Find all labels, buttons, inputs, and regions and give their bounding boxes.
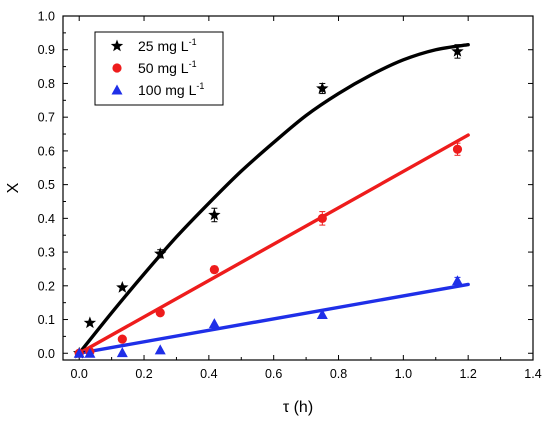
legend-marker [111, 84, 123, 95]
legend-marker [110, 39, 124, 52]
data-point [155, 308, 165, 318]
y-axis-title: X [5, 182, 22, 193]
legend-label-text: 50 mg L [138, 60, 189, 76]
data-point [316, 308, 328, 319]
y-tick-label: 0.8 [38, 77, 55, 91]
legend-label: 100 mg L-1 [138, 81, 204, 98]
y-tick-label: 0.2 [38, 279, 55, 293]
axis-ticks: 0.0 0.2 0.4 0.6 0.8 1.0 1.2 1.4 0.0 0.1 0.2 0.3 0.4 0… [38, 10, 542, 382]
legend-label: 25 mg L-1 [138, 37, 197, 54]
x-tick-label: 0.8 [330, 367, 347, 381]
legend-label: 50 mg L-1 [138, 59, 197, 76]
data-point [116, 280, 129, 293]
legend-label-text: 100 mg L [138, 82, 197, 98]
y-tick-label: 0.6 [38, 144, 55, 158]
y-tick-label: 1.0 [38, 10, 55, 24]
legend-label-sup: -1 [189, 37, 197, 47]
data-point [73, 347, 85, 358]
data-point [452, 144, 463, 154]
y-tick-label: 0.4 [38, 212, 55, 226]
data-point [208, 208, 221, 221]
y-tick-label: 0.9 [38, 43, 55, 57]
x-tick-label: 0.6 [265, 367, 282, 381]
x-axis-title: τ (h) [283, 399, 313, 416]
data-point [154, 247, 167, 260]
legend-label-sup: -1 [196, 81, 204, 91]
data-point [208, 318, 220, 329]
y-tick-label: 0.5 [38, 178, 55, 192]
fit-line [77, 282, 470, 355]
data-point [154, 344, 166, 355]
x-tick-label: 0.4 [200, 367, 217, 381]
x-tick-label: 1.0 [395, 367, 412, 381]
data-point [451, 275, 463, 286]
fit-curves [77, 42, 470, 355]
data-point [116, 347, 128, 358]
fit-line [77, 133, 470, 355]
fit-line [77, 42, 470, 355]
data-point [451, 44, 464, 57]
y-tick-label: 0.3 [38, 246, 55, 260]
data-points [73, 44, 464, 359]
legend-label-sup: -1 [189, 59, 197, 69]
data-point [317, 213, 327, 223]
data-point [84, 347, 96, 358]
y-tick-label: 0.0 [38, 347, 55, 361]
data-point [209, 265, 219, 275]
x-tick-label: 0.0 [71, 367, 88, 381]
x-tick-label: 1.2 [459, 367, 476, 381]
data-point [316, 82, 329, 94]
data-point [117, 334, 127, 344]
y-tick-label: 0.1 [38, 313, 55, 327]
data-point [83, 316, 97, 329]
x-tick-label: 1.4 [524, 367, 541, 381]
legend-marker [112, 63, 122, 73]
x-tick-label: 0.2 [135, 367, 152, 381]
legend-label-text: 25 mg L [138, 38, 189, 54]
y-tick-label: 0.7 [38, 111, 55, 125]
